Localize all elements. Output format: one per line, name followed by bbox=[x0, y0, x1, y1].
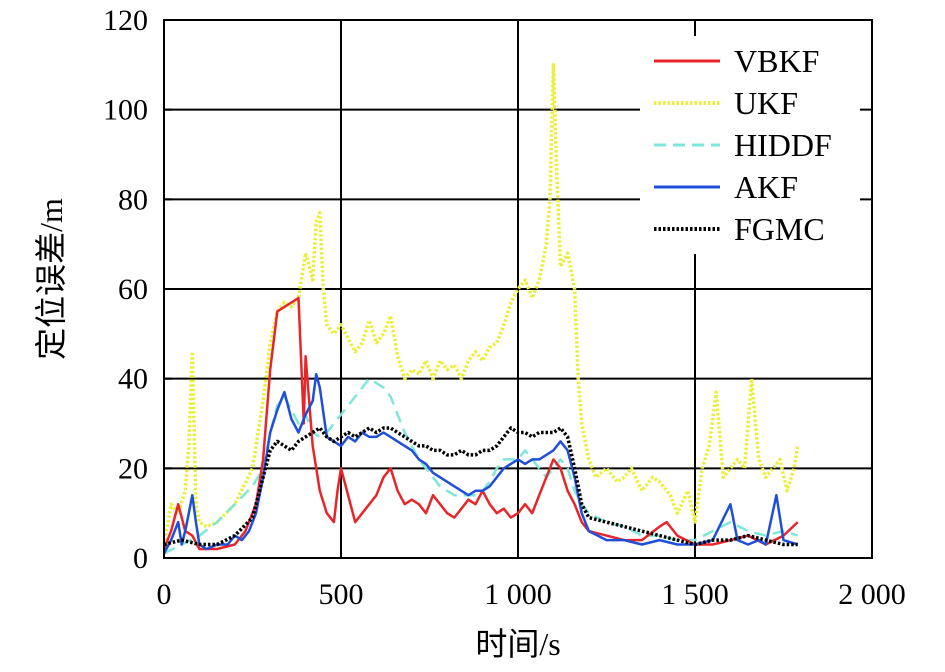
legend-label-ukf: UKF bbox=[734, 85, 798, 121]
x-tick-label: 0 bbox=[157, 578, 172, 611]
series-line-akf bbox=[162, 372, 799, 555]
x-tick-label: 2 000 bbox=[838, 578, 906, 611]
y-tick-label: 120 bbox=[103, 4, 148, 37]
legend-label-hiddf: HIDDF bbox=[734, 127, 832, 163]
y-tick-label: 80 bbox=[118, 183, 148, 216]
y-tick-label: 20 bbox=[118, 452, 148, 485]
y-tick-label: 0 bbox=[133, 542, 148, 575]
series-line-vbkf bbox=[162, 296, 799, 551]
x-axis-title: 时间/s bbox=[475, 626, 560, 662]
ticks: 0 500 1 000 1 500 2 000 0 20 40 60 80 100 120 bbox=[103, 4, 906, 611]
x-tick-label: 500 bbox=[319, 578, 364, 611]
y-tick-label: 40 bbox=[118, 363, 148, 396]
series-line-fgmc bbox=[163, 426, 798, 547]
legend-label-vbkf: VBKF bbox=[734, 43, 819, 79]
series-line-ukf bbox=[162, 63, 800, 545]
x-tick-label: 1 500 bbox=[661, 578, 729, 611]
y-tick-label: 100 bbox=[103, 94, 148, 127]
legend-label-akf: AKF bbox=[734, 169, 798, 205]
legend: VBKF UKF HIDDF AKF FGMC bbox=[640, 36, 860, 254]
legend-label-fgmc: FGMC bbox=[734, 211, 825, 247]
x-tick-label: 1 000 bbox=[484, 578, 552, 611]
y-axis-title: 定位误差/m bbox=[33, 198, 69, 360]
y-tick-label: 60 bbox=[118, 273, 148, 306]
series-layer bbox=[162, 63, 800, 555]
